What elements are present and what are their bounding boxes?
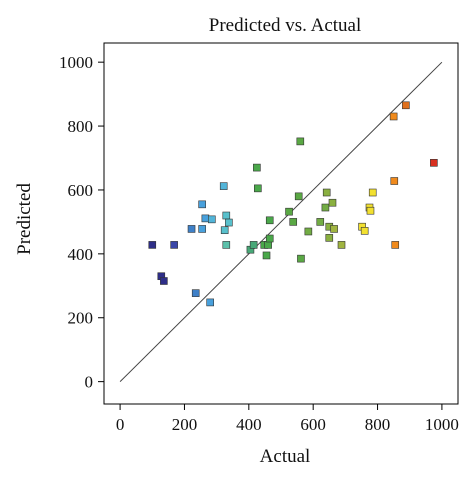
- data-point: [321, 203, 330, 212]
- data-point: [253, 163, 261, 172]
- data-point: [316, 218, 325, 226]
- data-point: [262, 251, 271, 260]
- data-point: [148, 241, 157, 249]
- y-tick-label: 600: [68, 181, 94, 200]
- y-tick-label: 400: [68, 245, 94, 264]
- data-point: [328, 198, 337, 207]
- data-point: [254, 184, 262, 193]
- data-point: [206, 298, 214, 307]
- x-axis-title: Actual: [260, 446, 311, 467]
- data-points: [148, 101, 438, 307]
- data-point: [296, 137, 305, 146]
- data-point: [198, 200, 206, 209]
- y-axis-title: Predicted: [14, 183, 35, 255]
- data-point: [402, 101, 410, 110]
- y-tick-label: 1000: [59, 53, 93, 72]
- data-point: [187, 225, 196, 233]
- data-point: [160, 277, 168, 285]
- data-point: [304, 227, 313, 236]
- data-point: [219, 182, 228, 190]
- data-point: [249, 241, 258, 249]
- y-tick-label: 800: [68, 117, 94, 136]
- data-point: [285, 207, 293, 216]
- data-point: [222, 241, 231, 249]
- axis-ticks: 0 200 400 600 800 1000 0 200 400 600 800 1000: [59, 53, 459, 434]
- data-point: [325, 234, 334, 242]
- x-tick-label: 600: [300, 415, 326, 434]
- data-point: [368, 188, 377, 197]
- chart-title: Predicted vs. Actual: [209, 15, 362, 36]
- data-point: [390, 177, 399, 185]
- x-tick-label: 400: [236, 415, 262, 434]
- data-point: [430, 159, 438, 167]
- data-point: [289, 218, 298, 226]
- data-point: [294, 192, 303, 201]
- data-point: [389, 112, 398, 121]
- data-point: [222, 211, 231, 220]
- data-point: [391, 241, 400, 249]
- data-point: [201, 214, 210, 223]
- data-point: [191, 289, 200, 297]
- plot-frame: [103, 42, 459, 405]
- data-point: [198, 225, 206, 233]
- x-tick-label: 800: [365, 415, 391, 434]
- data-point: [220, 226, 229, 235]
- data-point: [170, 241, 178, 249]
- y-tick-label: 200: [68, 309, 94, 328]
- data-point: [225, 218, 233, 227]
- y-tick-label: 0: [85, 373, 94, 392]
- data-point: [265, 234, 274, 243]
- data-point: [265, 216, 274, 225]
- data-point: [360, 227, 369, 235]
- reference-line: [119, 61, 443, 382]
- data-point: [322, 188, 331, 197]
- x-tick-label: 200: [172, 415, 198, 434]
- x-tick-label: 0: [116, 415, 125, 434]
- data-point: [297, 254, 305, 263]
- x-tick-label: 1000: [425, 415, 459, 434]
- data-point: [337, 241, 346, 249]
- data-point: [330, 225, 338, 233]
- data-point: [208, 215, 216, 224]
- data-point: [366, 206, 375, 215]
- data-point: [264, 241, 272, 249]
